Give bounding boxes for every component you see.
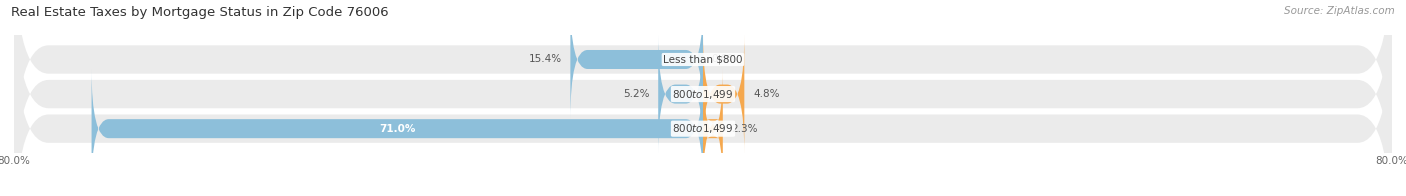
FancyBboxPatch shape [14, 0, 1392, 184]
FancyBboxPatch shape [571, 0, 703, 119]
Text: 15.4%: 15.4% [529, 54, 562, 64]
FancyBboxPatch shape [703, 69, 723, 188]
FancyBboxPatch shape [14, 5, 1392, 196]
Text: $800 to $1,499: $800 to $1,499 [672, 122, 734, 135]
Text: 5.2%: 5.2% [623, 89, 650, 99]
FancyBboxPatch shape [91, 69, 703, 188]
Text: $800 to $1,499: $800 to $1,499 [672, 88, 734, 101]
Text: 4.8%: 4.8% [754, 89, 779, 99]
Text: Real Estate Taxes by Mortgage Status in Zip Code 76006: Real Estate Taxes by Mortgage Status in … [11, 6, 389, 19]
Text: Less than $800: Less than $800 [664, 54, 742, 64]
FancyBboxPatch shape [703, 34, 744, 154]
Text: 0.0%: 0.0% [711, 54, 738, 64]
Text: 71.0%: 71.0% [380, 124, 415, 134]
Text: 2.3%: 2.3% [731, 124, 758, 134]
Text: Source: ZipAtlas.com: Source: ZipAtlas.com [1284, 6, 1395, 16]
FancyBboxPatch shape [14, 0, 1392, 196]
FancyBboxPatch shape [658, 34, 703, 154]
